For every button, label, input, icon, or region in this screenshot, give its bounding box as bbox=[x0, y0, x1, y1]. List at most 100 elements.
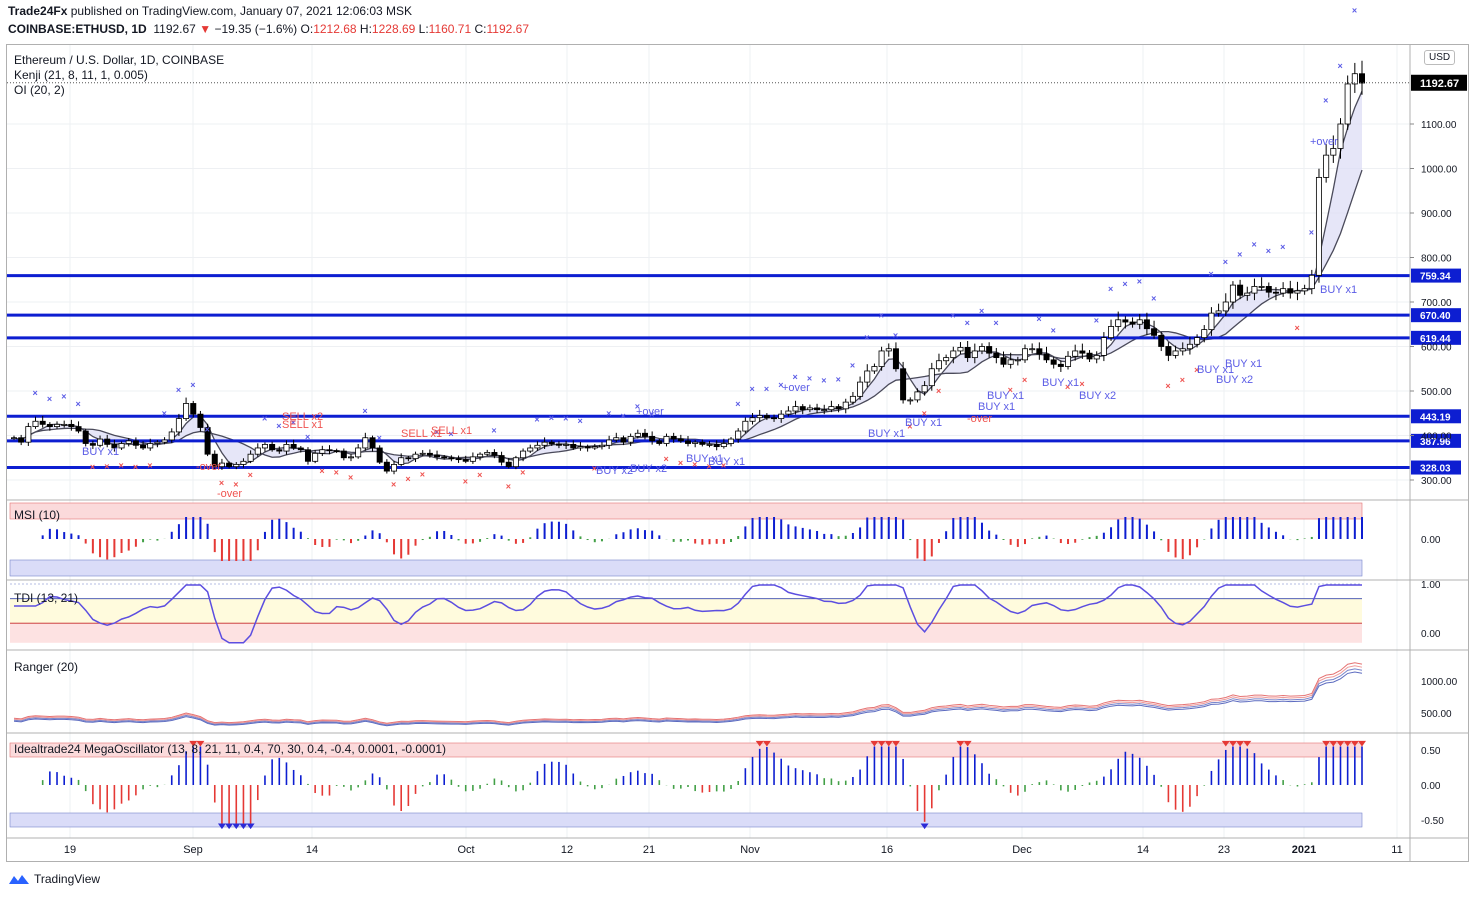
candle-body bbox=[792, 406, 799, 412]
indicator-kenji[interactable]: Kenji (21, 8, 11, 1, 0.005) bbox=[14, 68, 148, 82]
candle-body bbox=[641, 432, 648, 437]
signal-x-mark: × bbox=[836, 374, 841, 384]
published-text: published on TradingView.com, January 07… bbox=[70, 4, 413, 18]
mo-sell-triangle bbox=[870, 740, 879, 747]
signal-x-mark: × bbox=[262, 413, 267, 423]
candle-body bbox=[1258, 286, 1265, 288]
candle-body bbox=[1100, 337, 1107, 356]
candle-body bbox=[857, 381, 864, 397]
candle-body bbox=[1337, 123, 1344, 149]
mo-sell-triangle bbox=[1236, 740, 1245, 747]
time-tick-label: Dec bbox=[1012, 844, 1032, 856]
footer-brand[interactable]: TradingView bbox=[34, 872, 101, 886]
footer: TradingView bbox=[8, 872, 100, 886]
currency-button[interactable]: USD bbox=[1424, 50, 1456, 65]
candle-body bbox=[835, 406, 842, 410]
mo-sell-triangle bbox=[1228, 740, 1237, 747]
mo-sell-triangle bbox=[1336, 740, 1345, 747]
candle-body bbox=[46, 423, 53, 427]
mo-sell-triangle bbox=[1221, 740, 1230, 747]
candle-body bbox=[943, 357, 950, 362]
mo-tick-label: 0.50 bbox=[1421, 746, 1441, 757]
candle-body bbox=[634, 432, 641, 437]
time-tick-label: 12 bbox=[561, 844, 573, 856]
candle-body bbox=[512, 457, 519, 468]
candle-body bbox=[1007, 359, 1014, 365]
signal-x-mark: × bbox=[1065, 382, 1070, 392]
signal-x-mark: × bbox=[893, 330, 898, 340]
signal-x-mark: × bbox=[549, 413, 554, 423]
signal-x-mark: × bbox=[864, 333, 869, 343]
candle-body bbox=[111, 443, 118, 449]
candle-body bbox=[1065, 355, 1072, 367]
candle-body bbox=[1093, 354, 1100, 360]
last-price-label: 1192.67 bbox=[1420, 78, 1459, 90]
signal-x-mark: × bbox=[233, 479, 238, 489]
candle-body bbox=[484, 452, 491, 455]
signal-x-mark: × bbox=[1223, 257, 1228, 267]
signal-x-mark: × bbox=[764, 384, 769, 394]
signal-x-mark: × bbox=[707, 461, 712, 471]
candle-body bbox=[61, 423, 68, 426]
indicator-oi[interactable]: OI (20, 2) bbox=[14, 83, 65, 97]
mo-buy-triangle bbox=[920, 823, 929, 830]
signal-x-mark: × bbox=[1180, 375, 1185, 385]
candle-body bbox=[104, 438, 111, 445]
candle-body bbox=[441, 456, 448, 459]
signal-annotation: BUY x1 bbox=[1197, 364, 1234, 376]
candle-body bbox=[928, 368, 935, 387]
candle-body bbox=[720, 443, 727, 448]
signal-annotation: -over bbox=[967, 413, 992, 425]
candle-body bbox=[1143, 319, 1150, 330]
signal-annotation: BUY x1 bbox=[82, 446, 119, 458]
candle-body bbox=[849, 395, 856, 403]
candle-body bbox=[1136, 319, 1143, 325]
candle-body bbox=[183, 403, 190, 419]
close-label: C: bbox=[474, 22, 487, 36]
signal-annotation: +over bbox=[782, 382, 810, 394]
tdi-tick-label: 0.00 bbox=[1421, 629, 1441, 640]
time-tick-label: 21 bbox=[643, 844, 655, 856]
candle-body bbox=[469, 456, 476, 462]
level-label: 443.19 bbox=[1420, 412, 1451, 423]
mo-tick-label: -0.50 bbox=[1421, 816, 1444, 827]
candle-body bbox=[900, 368, 907, 401]
signal-x-mark: × bbox=[291, 417, 296, 427]
candle-body bbox=[1050, 359, 1057, 365]
candle-body bbox=[1222, 301, 1229, 312]
signal-x-mark: × bbox=[520, 467, 525, 477]
signal-x-mark: × bbox=[491, 426, 496, 436]
candle-body bbox=[763, 415, 770, 419]
candle-body bbox=[369, 437, 376, 449]
signal-x-mark: × bbox=[577, 416, 582, 426]
candle-body bbox=[312, 452, 319, 462]
time-tick-label: 14 bbox=[1137, 844, 1149, 856]
signal-x-mark: × bbox=[1094, 316, 1099, 326]
candle-body bbox=[419, 452, 426, 455]
signal-x-mark: × bbox=[448, 429, 453, 439]
pane-title[interactable]: Ethereum / U.S. Dollar, 1D, COINBASE bbox=[14, 53, 225, 67]
candle-body bbox=[32, 420, 39, 428]
mo-sell-triangle bbox=[1322, 740, 1331, 747]
candle-body bbox=[68, 423, 75, 427]
signal-x-mark: × bbox=[219, 478, 224, 488]
candle-body bbox=[1000, 357, 1007, 365]
candle-body bbox=[283, 443, 290, 452]
signal-x-mark: × bbox=[979, 306, 984, 316]
candle-body bbox=[448, 457, 455, 460]
mo-buy-triangle bbox=[217, 823, 226, 830]
candle-body bbox=[304, 449, 311, 462]
time-tick-label: 23 bbox=[1218, 844, 1230, 856]
candle-body bbox=[25, 426, 32, 443]
publisher-name[interactable]: Trade24Fx bbox=[8, 4, 68, 18]
signal-x-mark: × bbox=[190, 380, 195, 390]
candle-body bbox=[921, 385, 928, 393]
signal-annotation: BUY x1 bbox=[686, 453, 723, 465]
level-tag bbox=[1411, 433, 1461, 448]
candle-body bbox=[649, 435, 656, 442]
candle-body bbox=[1086, 352, 1093, 360]
candle-body bbox=[168, 431, 175, 441]
band-fill bbox=[14, 91, 1362, 466]
candle-body bbox=[627, 435, 634, 443]
